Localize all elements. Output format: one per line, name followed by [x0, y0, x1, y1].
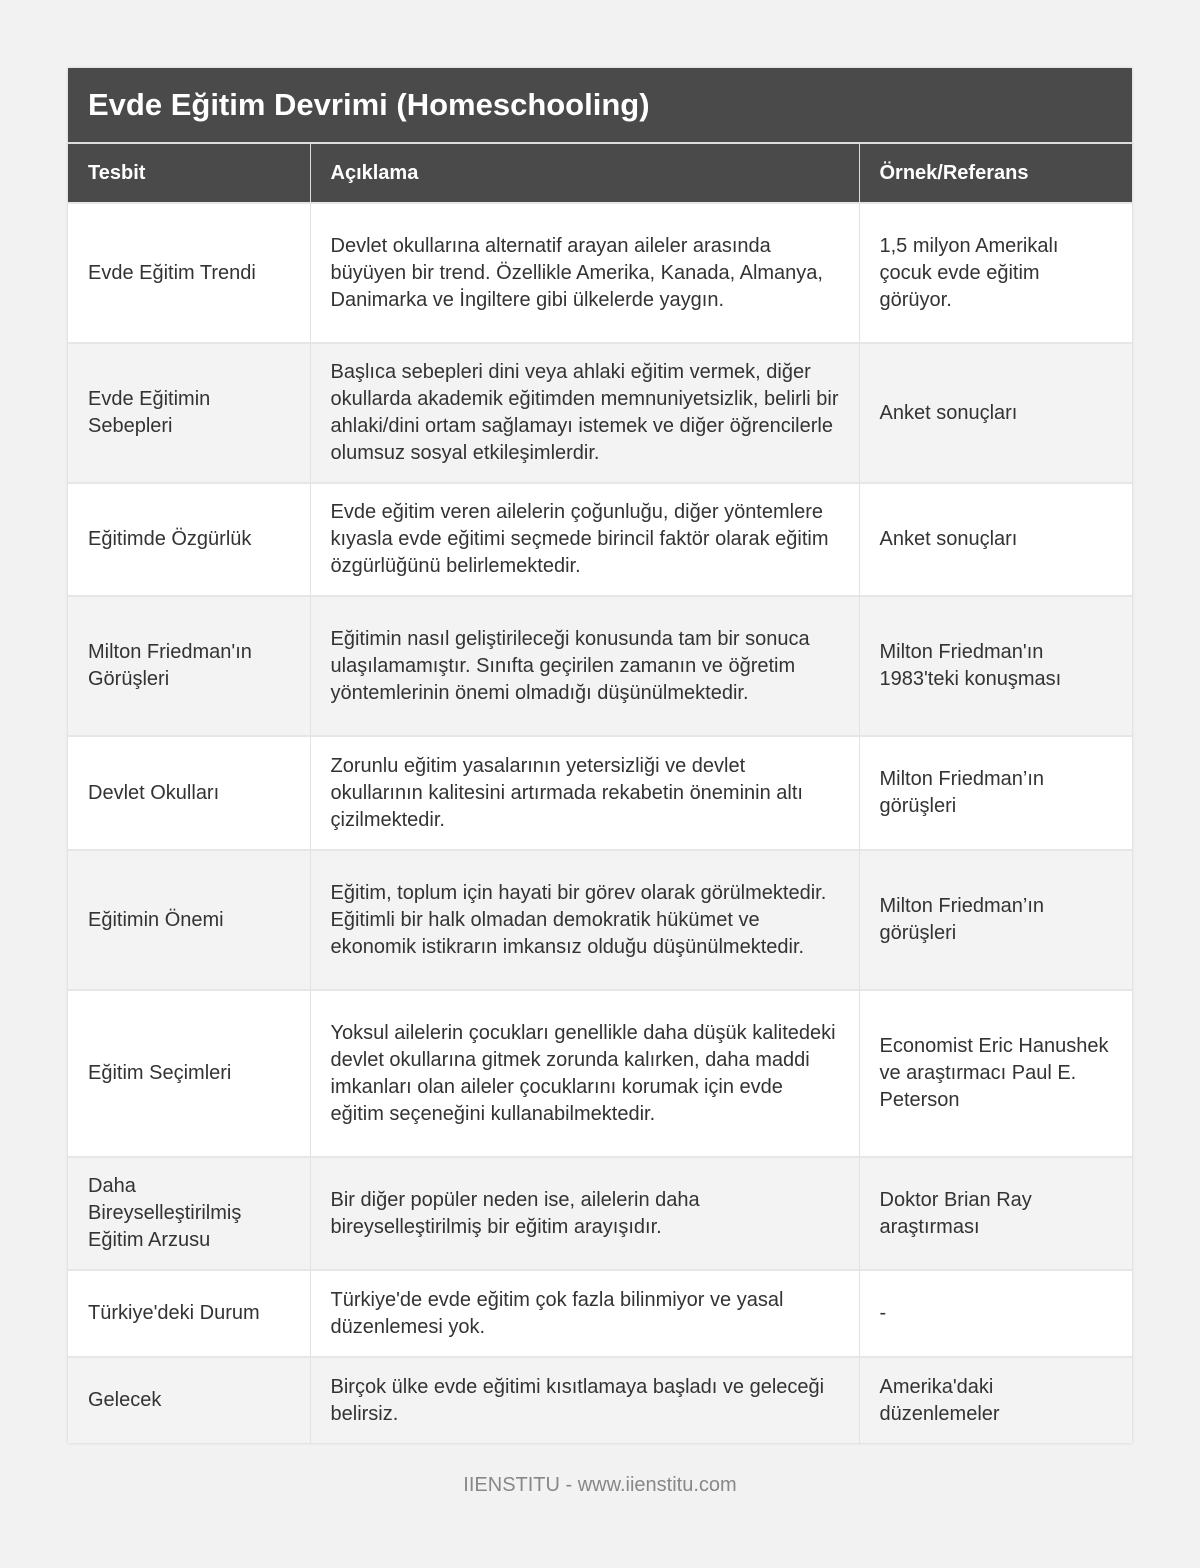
column-header: Örnek/Referans — [859, 144, 1132, 203]
description-cell: Eğitimin nasıl geliştirileceği konusunda… — [310, 595, 860, 736]
description-cell: Eğitim, toplum için hayati bir görev ola… — [310, 849, 860, 990]
description-cell: Birçok ülke evde eğitimi kısıtlamaya baş… — [310, 1356, 860, 1443]
reference-cell: 1,5 milyon Amerikalı çocuk evde eğitim g… — [859, 202, 1132, 343]
footer-credit: IIENSTITU - www.iienstitu.com — [463, 1474, 737, 1496]
reference-cell: Milton Friedman’ın görüşleri — [859, 849, 1132, 990]
finding-cell: Milton Friedman'ın Görüşleri — [68, 595, 311, 736]
table-row: Gelecek Birçok ülke evde eğitimi kısıtlam… — [68, 1356, 1132, 1443]
reference-cell: Amerika'daki düzenlemeler — [859, 1356, 1132, 1443]
description-cell: Evde eğitim veren ailelerin çoğunluğu, d… — [310, 482, 860, 596]
table-row: Evde Eğitimin Sebepleri Başlıca sebepleri… — [68, 342, 1132, 483]
reference-cell: - — [859, 1269, 1132, 1357]
column-header: Tesbit — [68, 144, 311, 203]
description-cell: Zorunlu eğitim yasalarının yetersizliği … — [310, 735, 860, 850]
table-title: Evde Eğitim Devrimi (Homeschooling) — [68, 68, 1132, 144]
findings-table: Tesbit Açıklama Örnek/Referans Evde Eğit… — [68, 144, 1132, 1443]
table-row: Eğitim Seçimleri Yoksul ailelerin çocukla… — [68, 989, 1132, 1157]
description-cell: Türkiye'de evde eğitim çok fazla bilinmi… — [310, 1269, 860, 1357]
description-cell: Başlıca sebepleri dini veya ahlaki eğiti… — [310, 342, 860, 483]
table-row: Eğitimin Önemi Eğitim, toplum için hayati… — [68, 849, 1132, 990]
finding-cell: Devlet Okulları — [68, 735, 311, 850]
table-card: Evde Eğitim Devrimi (Homeschooling) Tesb… — [68, 68, 1132, 1443]
reference-cell: Economist Eric Hanushek ve araştırmacı P… — [859, 989, 1132, 1157]
table-row: Eğitimde Özgürlük Evde eğitim veren ailel… — [68, 482, 1132, 596]
description-cell: Bir diğer popüler neden ise, ailelerin d… — [310, 1156, 860, 1270]
finding-cell: Eğitimde Özgürlük — [68, 482, 311, 596]
reference-cell: Anket sonuçları — [859, 482, 1132, 596]
table-row: Evde Eğitim Trendi Devlet okullarına alte… — [68, 202, 1132, 343]
reference-cell: Milton Friedman’ın görüşleri — [859, 735, 1132, 850]
reference-cell: Milton Friedman'ın 1983'teki konuşması — [859, 595, 1132, 736]
finding-cell: Daha Bireyselleştirilmiş Eğitim Arzusu — [68, 1156, 311, 1270]
reference-cell: Anket sonuçları — [859, 342, 1132, 483]
finding-cell: Evde Eğitimin Sebepleri — [68, 342, 311, 483]
finding-cell: Evde Eğitim Trendi — [68, 202, 311, 343]
reference-cell: Doktor Brian Ray araştırması — [859, 1156, 1132, 1270]
description-cell: Yoksul ailelerin çocukları genellikle da… — [310, 989, 860, 1157]
table-row: Türkiye'deki Durum Türkiye'de evde eğitim… — [68, 1269, 1132, 1357]
column-header: Açıklama — [310, 144, 860, 203]
table-row: Daha Bireyselleştirilmiş Eğitim Arzusu Bi… — [68, 1156, 1132, 1270]
description-cell: Devlet okullarına alternatif arayan aile… — [310, 202, 860, 343]
finding-cell: Gelecek — [68, 1356, 311, 1443]
table-row: Devlet Okulları Zorunlu eğitim yasalarını… — [68, 735, 1132, 850]
finding-cell: Eğitimin Önemi — [68, 849, 311, 990]
table-row: Milton Friedman'ın Görüşleri Eğitimin nas… — [68, 595, 1132, 736]
header-row: Tesbit Açıklama Örnek/Referans — [68, 144, 1132, 203]
finding-cell: Türkiye'deki Durum — [68, 1269, 311, 1357]
finding-cell: Eğitim Seçimleri — [68, 989, 311, 1157]
